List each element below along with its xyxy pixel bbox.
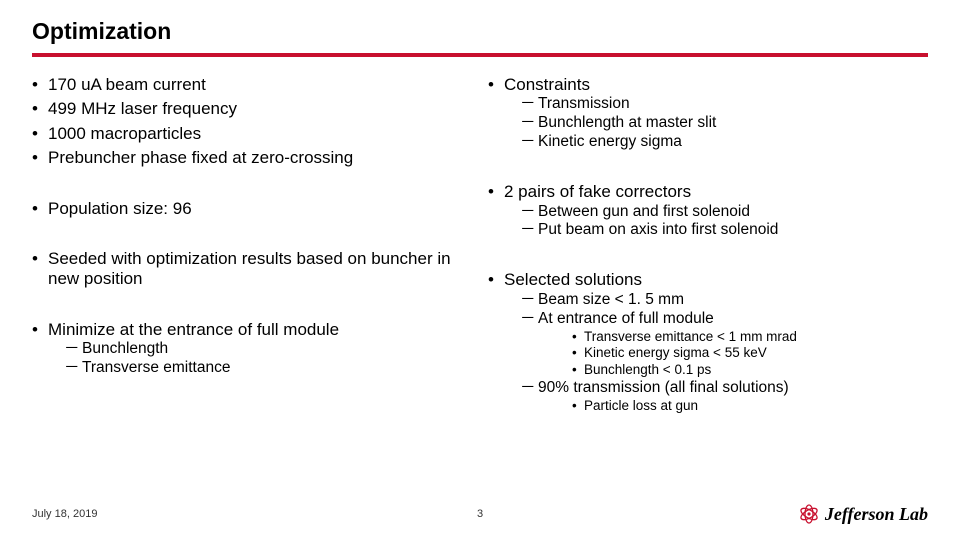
sub-list: Between gun and first solenoid Put beam … (504, 203, 928, 241)
page-number: 3 (477, 508, 483, 520)
content-columns: 170 uA beam current 499 MHz laser freque… (0, 75, 960, 419)
sub-item: Transverse emittance (64, 359, 460, 378)
atom-icon (797, 502, 821, 526)
right-list: Constraints Transmission Bunchlength at … (488, 75, 928, 415)
sub2-item: Kinetic energy sigma < 55 keV (572, 345, 928, 362)
left-column: 170 uA beam current 499 MHz laser freque… (32, 75, 480, 419)
sub-item: Beam size < 1. 5 mm (520, 291, 928, 310)
sub-item: Transmission (520, 95, 928, 114)
list-item-text: Minimize at the entrance of full module (48, 320, 339, 339)
slide-footer: July 18, 2019 3 Jefferson Lab (32, 502, 928, 526)
list-item: 170 uA beam current (32, 75, 460, 95)
list-item: 499 MHz laser frequency (32, 99, 460, 119)
list-item: Prebuncher phase fixed at zero-crossing (32, 148, 460, 168)
sub2-list: Transverse emittance < 1 mm mrad Kinetic… (538, 329, 928, 380)
page-title: Optimization (32, 18, 928, 45)
list-item-text: 2 pairs of fake correctors (504, 182, 691, 201)
sub-item: Put beam on axis into first solenoid (520, 221, 928, 240)
sub-item-text: At entrance of full module (538, 310, 714, 327)
list-item: Population size: 96 (32, 199, 460, 219)
list-item: 2 pairs of fake correctors Between gun a… (488, 182, 928, 240)
sub2-item: Particle loss at gun (572, 398, 928, 415)
logo-text: Jefferson Lab (825, 504, 928, 525)
list-item-text: Selected solutions (504, 270, 642, 289)
right-column: Constraints Transmission Bunchlength at … (480, 75, 928, 419)
sub-item: Bunchlength at master slit (520, 114, 928, 133)
sub-item: 90% transmission (all final solutions) P… (520, 379, 928, 415)
sub2-item: Bunchlength < 0.1 ps (572, 362, 928, 379)
list-item: 1000 macroparticles (32, 124, 460, 144)
sub-list: Transmission Bunchlength at master slit … (504, 95, 928, 152)
footer-date: July 18, 2019 (32, 508, 97, 520)
list-item: Selected solutions Beam size < 1. 5 mm A… (488, 270, 928, 415)
sub-list: Bunchlength Transverse emittance (48, 340, 460, 378)
sub2-item: Transverse emittance < 1 mm mrad (572, 329, 928, 346)
sub-item: At entrance of full module Transverse em… (520, 310, 928, 380)
sub-list: Beam size < 1. 5 mm At entrance of full … (504, 291, 928, 415)
slide-header: Optimization (0, 0, 960, 45)
sub2-list: Particle loss at gun (538, 398, 928, 415)
list-item-text: Constraints (504, 75, 590, 94)
sub-item-text: 90% transmission (all final solutions) (538, 379, 789, 396)
jefferson-lab-logo: Jefferson Lab (797, 502, 928, 526)
sub-item: Between gun and first solenoid (520, 203, 928, 222)
list-item: Minimize at the entrance of full module … (32, 320, 460, 378)
left-list: 170 uA beam current 499 MHz laser freque… (32, 75, 460, 378)
list-item: Seeded with optimization results based o… (32, 249, 460, 290)
title-underline (32, 53, 928, 57)
list-item: Constraints Transmission Bunchlength at … (488, 75, 928, 152)
sub-item: Bunchlength (64, 340, 460, 359)
sub-item: Kinetic energy sigma (520, 133, 928, 152)
